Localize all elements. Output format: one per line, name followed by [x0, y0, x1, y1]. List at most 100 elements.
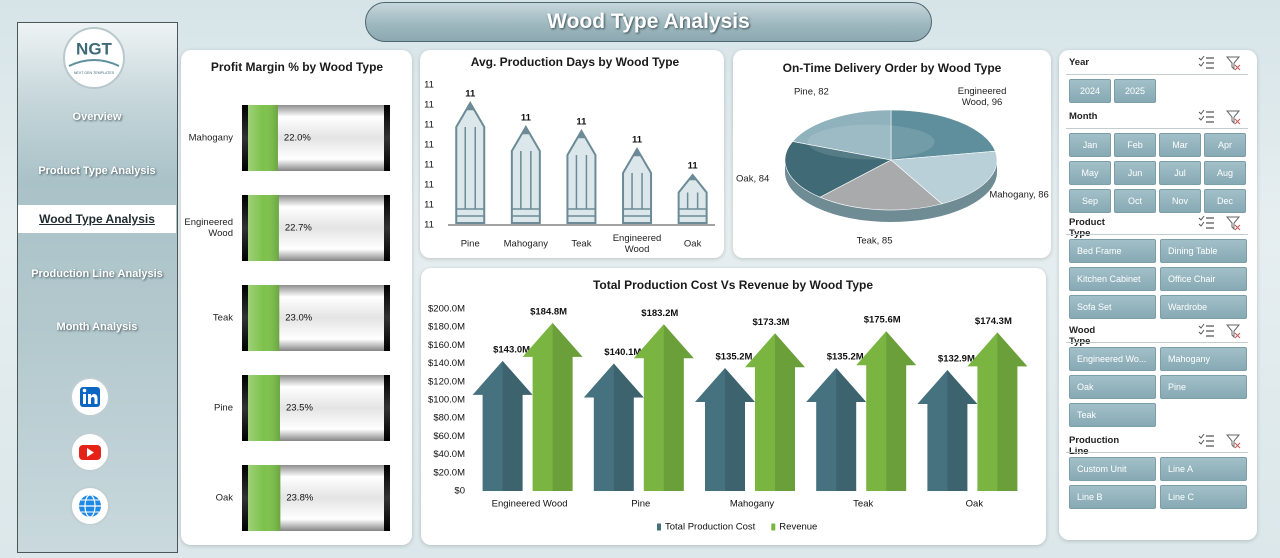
slicer-title: Month: [1069, 111, 1098, 122]
y-tick-label: $100.0M: [428, 395, 465, 406]
nav-item[interactable]: Product Type Analysis: [38, 165, 156, 177]
slicer-divider: [1066, 452, 1248, 453]
data-label: Teak, 85: [856, 235, 893, 247]
slicer-button[interactable]: Engineered Wo...: [1069, 347, 1156, 371]
y-tick-label: $160.0M: [428, 340, 465, 351]
data-label: Mahogany, 86: [989, 189, 1049, 201]
battery-cap: [242, 195, 248, 261]
nav-item[interactable]: Month Analysis: [56, 321, 138, 333]
slicer-divider: [1066, 128, 1248, 129]
slicer-button[interactable]: Oak: [1069, 375, 1156, 399]
arrow-shade: [725, 367, 755, 491]
slicer-icons[interactable]: [1198, 55, 1242, 71]
slicer-button[interactable]: Dec: [1204, 189, 1246, 213]
slicer-title: Production Line: [1069, 435, 1120, 457]
chart-title: On-Time Delivery Order by Wood Type: [783, 61, 1002, 75]
y-tick-label: 11: [424, 80, 434, 91]
y-tick-label: $60.0M: [433, 431, 465, 442]
slicer-icons[interactable]: [1198, 323, 1242, 339]
logo-subtext: NEXT GEN TEMPLATES: [74, 71, 115, 75]
legend-label: Total Production Cost: [665, 522, 756, 533]
slicer-button[interactable]: Pine: [1160, 375, 1247, 399]
arrow-bar: [633, 324, 694, 491]
social-icons: [70, 377, 110, 525]
pencil-tip: [466, 103, 475, 111]
battery-cap: [384, 465, 390, 531]
battery-cap: [384, 375, 390, 441]
x-tick-label: Mahogany: [730, 499, 775, 510]
slicer-button[interactable]: Jun: [1114, 161, 1156, 185]
y-tick-label: 11: [424, 100, 434, 111]
pencil-tip: [521, 127, 530, 135]
arrow-bar: [745, 333, 805, 491]
bar-shine: [248, 465, 281, 531]
slicer-button[interactable]: Teak: [1069, 403, 1156, 427]
data-label: 22.0%: [284, 133, 311, 144]
slicer-icons[interactable]: [1198, 215, 1242, 231]
data-label: $135.2M: [716, 351, 753, 362]
slicer-title: Wood Type: [1069, 325, 1096, 347]
slicer-button[interactable]: Line A: [1160, 457, 1247, 481]
pencil-bar: [455, 101, 486, 224]
slicer-button[interactable]: Line C: [1160, 485, 1247, 509]
slicer-button[interactable]: May: [1069, 161, 1111, 185]
pencil-tip: [688, 175, 697, 181]
slicer-button[interactable]: Feb: [1114, 133, 1156, 157]
pencil-bar: [510, 125, 541, 224]
data-label: Engineered Wood, 96: [957, 86, 1007, 109]
slicer-button[interactable]: Jan: [1069, 133, 1111, 157]
slicer-button[interactable]: Dining Table: [1160, 239, 1247, 263]
y-tick-label: $200.0M: [428, 304, 465, 315]
battery-cap: [242, 285, 248, 351]
x-tick-label: Engineered Wood: [612, 233, 662, 255]
x-tick-label: Oak: [966, 499, 984, 510]
slicer-button[interactable]: Sofa Set: [1069, 295, 1156, 319]
y-tick-label: $180.0M: [428, 322, 465, 333]
slicer-button[interactable]: 2024: [1069, 79, 1111, 103]
slicer-button[interactable]: Oct: [1114, 189, 1156, 213]
battery-cap: [242, 105, 248, 171]
battery-cap: [242, 375, 248, 441]
slicer-button[interactable]: Apr: [1204, 133, 1246, 157]
nav-item[interactable]: Overview: [72, 111, 122, 123]
pencil-tip: [577, 131, 586, 139]
slicer-button[interactable]: Aug: [1204, 161, 1246, 185]
slicer-icons[interactable]: [1198, 433, 1242, 449]
sidebar: NGT NEXT GEN TEMPLATES Overview Product T…: [17, 22, 178, 553]
data-label: 11: [632, 135, 643, 146]
data-label: 11: [465, 89, 476, 100]
data-label: $135.2M: [827, 351, 864, 362]
arrow-bar: [917, 370, 978, 491]
nav-item[interactable]: Production Line Analysis: [31, 268, 163, 280]
slicer-button[interactable]: Kitchen Cabinet: [1069, 267, 1156, 291]
data-label: $140.1M: [604, 347, 641, 358]
slicer-icons[interactable]: [1198, 109, 1242, 125]
data-label: $174.3M: [975, 316, 1012, 327]
data-label: $132.9M: [938, 354, 975, 365]
slicer-button[interactable]: Bed Frame: [1069, 239, 1156, 263]
data-label: $184.8M: [530, 306, 567, 317]
arrow-shade: [613, 363, 644, 491]
pie-slice: [792, 109, 892, 161]
x-tick-label: Teak: [853, 499, 873, 510]
x-tick-label: Mahogany: [503, 238, 549, 250]
slicer-button[interactable]: Nov: [1159, 189, 1201, 213]
bar-shine: [248, 105, 278, 171]
arrow-shade: [775, 333, 805, 491]
slicer-button[interactable]: Line B: [1069, 485, 1156, 509]
slicer-button[interactable]: Sep: [1069, 189, 1111, 213]
slicer-button[interactable]: Jul: [1159, 161, 1201, 185]
slicer-button[interactable]: 2025: [1114, 79, 1156, 103]
x-tick-label: Pine: [631, 499, 650, 510]
data-label: 22.7%: [285, 223, 312, 234]
nav-item[interactable]: Wood Type Analysis: [18, 205, 176, 233]
slicer-button[interactable]: Office Chair: [1160, 267, 1247, 291]
slicer-button[interactable]: Wardrobe: [1160, 295, 1247, 319]
data-label: 23.0%: [285, 313, 312, 324]
slicer-button[interactable]: Custom Unit: [1069, 457, 1156, 481]
data-label: Pine, 82: [793, 86, 829, 98]
slicer-button[interactable]: Mar: [1159, 133, 1201, 157]
category-label: Teak: [212, 312, 233, 324]
slicer-button[interactable]: Mahogany: [1160, 347, 1247, 371]
